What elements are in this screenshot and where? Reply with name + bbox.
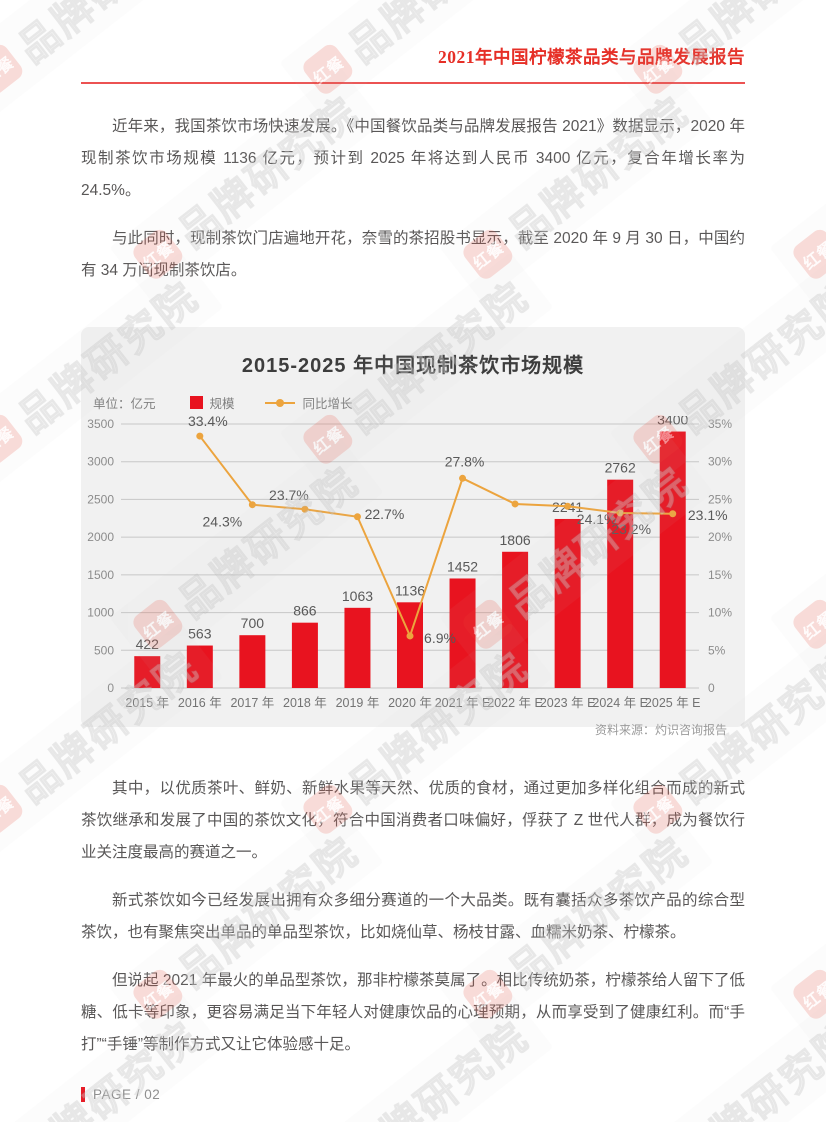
page-number: PAGE / 02 — [93, 1087, 161, 1102]
bar-2015 年 — [134, 656, 161, 688]
svg-text:422: 422 — [136, 636, 160, 652]
page-header: 2021年中国柠檬茶品类与品牌发展报告 — [81, 0, 745, 84]
svg-text:30%: 30% — [708, 455, 732, 469]
svg-text:15%: 15% — [708, 568, 732, 582]
svg-text:1136: 1136 — [395, 582, 425, 598]
chart-unit-label: 单位：亿元 — [93, 397, 156, 411]
svg-text:2000: 2000 — [87, 530, 114, 544]
bar-2017 年 — [239, 635, 266, 688]
svg-text:500: 500 — [94, 643, 114, 657]
svg-text:2016 年: 2016 年 — [178, 696, 222, 710]
svg-text:23.1%: 23.1% — [688, 507, 728, 523]
svg-text:1063: 1063 — [342, 588, 373, 604]
svg-text:2017 年: 2017 年 — [230, 696, 274, 710]
svg-text:23.7%: 23.7% — [269, 487, 309, 503]
svg-text:2019 年: 2019 年 — [336, 696, 380, 710]
svg-text:1452: 1452 — [447, 558, 478, 574]
bar-2016 年 — [186, 645, 213, 688]
bar-2025 年 E — [659, 431, 686, 688]
svg-text:33.4%: 33.4% — [188, 416, 228, 429]
svg-text:1000: 1000 — [87, 606, 114, 620]
legend-label-scale: 规模 — [209, 397, 235, 411]
growth-point-2022 年 E — [511, 500, 519, 508]
bar-2022 年 E — [502, 551, 529, 688]
svg-text:2022 年 E: 2022 年 E — [487, 696, 543, 710]
footer-accent-bar — [81, 1087, 85, 1102]
svg-text:3400: 3400 — [657, 416, 688, 428]
paragraph-market-growth: 近年来，我国茶饮市场快速发展。《中国餐饮品类与品牌发展报告 2021》数据显示，… — [81, 118, 745, 199]
growth-point-2016 年 — [196, 432, 204, 440]
svg-text:0: 0 — [107, 681, 114, 695]
growth-point-2021 年 E — [459, 474, 467, 482]
svg-text:0: 0 — [708, 681, 715, 695]
market-size-chart-panel: 2015-2025 年中国现制茶饮市场规模 单位：亿元 规模 同比增长 0 0 50… — [81, 327, 745, 737]
svg-text:2024 年 E: 2024 年 E — [592, 696, 648, 710]
svg-text:2025 年 E: 2025 年 E — [645, 696, 701, 710]
growth-line — [199, 435, 673, 639]
line-marker-icon — [264, 398, 295, 407]
svg-text:24.1%: 24.1% — [577, 511, 617, 527]
svg-text:700: 700 — [241, 615, 265, 631]
svg-text:5%: 5% — [708, 643, 726, 657]
bar-2023 年 E — [554, 518, 581, 688]
report-title: 2021年中国柠檬茶品类与品牌发展报告 — [438, 47, 745, 67]
growth-point-2023 年 E — [564, 502, 572, 510]
paragraph-lemon-tea: 但说起 2021 年最火的单品型茶饮，那非柠檬茶莫属了。相比传统奶茶，柠檬茶给人… — [81, 972, 745, 1053]
growth-point-2024 年 E — [616, 509, 624, 517]
paragraph-new-tea: 其中，以优质茶叶、鲜奶、新鲜水果等天然、优质的食材，通过更加多样化组合而成的新式… — [81, 780, 745, 861]
svg-text:2020 年: 2020 年 — [388, 696, 432, 710]
paragraph-categories: 新式茶饮如今已经发展出拥有众多细分赛道的一个大品类。既有囊括众多茶饮产品的综合型… — [81, 892, 745, 941]
svg-text:2018 年: 2018 年 — [283, 696, 327, 710]
bar-swatch-icon — [189, 396, 203, 409]
market-size-chart: 0 0 500 5% 1000 10% 1500 15% 2000 20% 2500 25% 3000 3… — [87, 416, 732, 710]
bar-2021 年 E — [449, 578, 476, 688]
svg-text:2023 年 E: 2023 年 E — [540, 696, 596, 710]
growth-point-2017 年 — [248, 501, 256, 509]
svg-text:2021 年 E: 2021 年 E — [435, 696, 491, 710]
svg-text:22.7%: 22.7% — [365, 506, 405, 522]
svg-text:20%: 20% — [708, 530, 732, 544]
svg-text:23.2%: 23.2% — [611, 521, 651, 537]
svg-text:1806: 1806 — [500, 532, 531, 548]
svg-text:6.9%: 6.9% — [424, 630, 456, 646]
chart-source: 资料来源：灼识咨询报告 — [594, 723, 727, 737]
svg-text:1500: 1500 — [87, 568, 114, 582]
svg-text:25%: 25% — [708, 492, 732, 506]
svg-text:3500: 3500 — [87, 417, 114, 431]
svg-text:2762: 2762 — [605, 460, 636, 476]
svg-text:866: 866 — [293, 603, 317, 619]
svg-text:563: 563 — [188, 626, 212, 642]
legend-item-scale: 规模 — [189, 393, 235, 412]
growth-point-2019 年 — [353, 513, 361, 521]
chart-legend: 单位：亿元 规模 同比增长 — [93, 393, 745, 412]
svg-text:3000: 3000 — [87, 455, 114, 469]
growth-point-2018 年 — [301, 505, 309, 513]
legend-item-growth: 同比增长 — [264, 393, 353, 412]
page-footer: PAGE / 02 — [81, 1087, 745, 1102]
svg-text:35%: 35% — [708, 417, 732, 431]
svg-text:10%: 10% — [708, 606, 732, 620]
svg-text:27.8%: 27.8% — [445, 453, 485, 469]
chart-title: 2015-2025 年中国现制茶饮市场规模 — [241, 355, 585, 377]
paragraph-store-count: 与此同时，现制茶饮门店遍地开花，奈雪的茶招股书显示，截至 2020 年 9 月 … — [81, 230, 745, 279]
header-divider — [81, 82, 745, 84]
growth-point-2025 年 E — [669, 510, 677, 518]
svg-text:2015 年: 2015 年 — [125, 696, 169, 710]
svg-text:2500: 2500 — [87, 492, 114, 506]
legend-label-growth: 同比增长 — [302, 397, 353, 411]
bar-2019 年 — [344, 607, 371, 688]
growth-point-2020 年 — [406, 632, 414, 640]
bar-2018 年 — [291, 622, 318, 688]
svg-text:24.3%: 24.3% — [203, 514, 243, 530]
